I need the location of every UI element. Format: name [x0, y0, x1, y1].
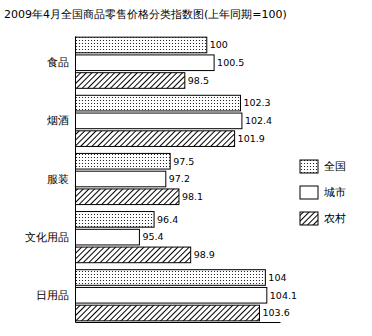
data-label: 102.3 — [243, 97, 270, 108]
tick-label: 食品 — [47, 56, 69, 69]
data-label: 98.1 — [182, 191, 203, 202]
data-label: 104.1 — [270, 290, 297, 301]
bar — [75, 212, 154, 228]
bar — [75, 73, 185, 89]
legend-swatch — [300, 212, 318, 225]
data-label: 98.9 — [194, 249, 215, 260]
axis-line — [76, 322, 281, 323]
data-label: 100.5 — [217, 57, 244, 68]
data-label: 102.4 — [245, 115, 272, 126]
tick: 日用品 — [36, 289, 75, 302]
bar — [75, 131, 235, 147]
tick: 文化用品 — [25, 231, 75, 244]
tick-label: 烟酒 — [47, 114, 69, 127]
bar — [75, 305, 260, 321]
legend-label: 全国 — [324, 160, 346, 173]
bar — [75, 247, 191, 263]
tick: 服装 — [47, 173, 75, 186]
data-label: 103.6 — [263, 307, 290, 318]
data-label: 97.2 — [169, 173, 190, 184]
data-label: 97.5 — [173, 156, 194, 167]
y-axis: 食品烟酒服装文化用品日用品 — [25, 37, 76, 323]
bar — [75, 229, 139, 245]
bars — [75, 37, 267, 321]
tick-label: 服装 — [47, 173, 69, 186]
bar — [75, 113, 242, 129]
legend-label: 城市 — [323, 186, 346, 199]
data-label: 96.4 — [157, 214, 178, 225]
data-label: 100 — [210, 39, 228, 50]
axis-line — [75, 37, 76, 323]
data-label: 101.9 — [238, 133, 265, 144]
bar — [75, 270, 265, 286]
data-label: 98.5 — [188, 75, 209, 86]
legend-swatch — [300, 160, 318, 173]
chart: 2009年4月全国商品零售价格分类指数图(上年同期=100) 100 102.3 97… — [0, 0, 372, 336]
bar — [75, 171, 166, 187]
bar — [75, 153, 170, 169]
data-label: 95.4 — [142, 231, 163, 242]
tick-label: 日用品 — [36, 289, 69, 302]
bar — [75, 37, 207, 53]
legend-swatch — [300, 186, 318, 199]
bar — [75, 55, 214, 71]
tick-label: 文化用品 — [25, 231, 69, 244]
legend: 全国城市农村 — [300, 160, 346, 225]
bar — [75, 95, 240, 111]
bar — [75, 189, 179, 205]
title: 2009年4月全国商品零售价格分类指数图(上年同期=100) — [4, 8, 287, 21]
tick: 食品 — [47, 56, 75, 69]
legend-label: 农村 — [324, 212, 346, 225]
data-labels: 100 102.3 97.5 96.4 104 100.5 102.4 97.2 95.4 104… — [142, 39, 297, 318]
tick: 烟酒 — [47, 114, 75, 127]
x-axis — [76, 322, 281, 323]
bar — [75, 287, 267, 303]
data-label: 104 — [268, 272, 286, 283]
